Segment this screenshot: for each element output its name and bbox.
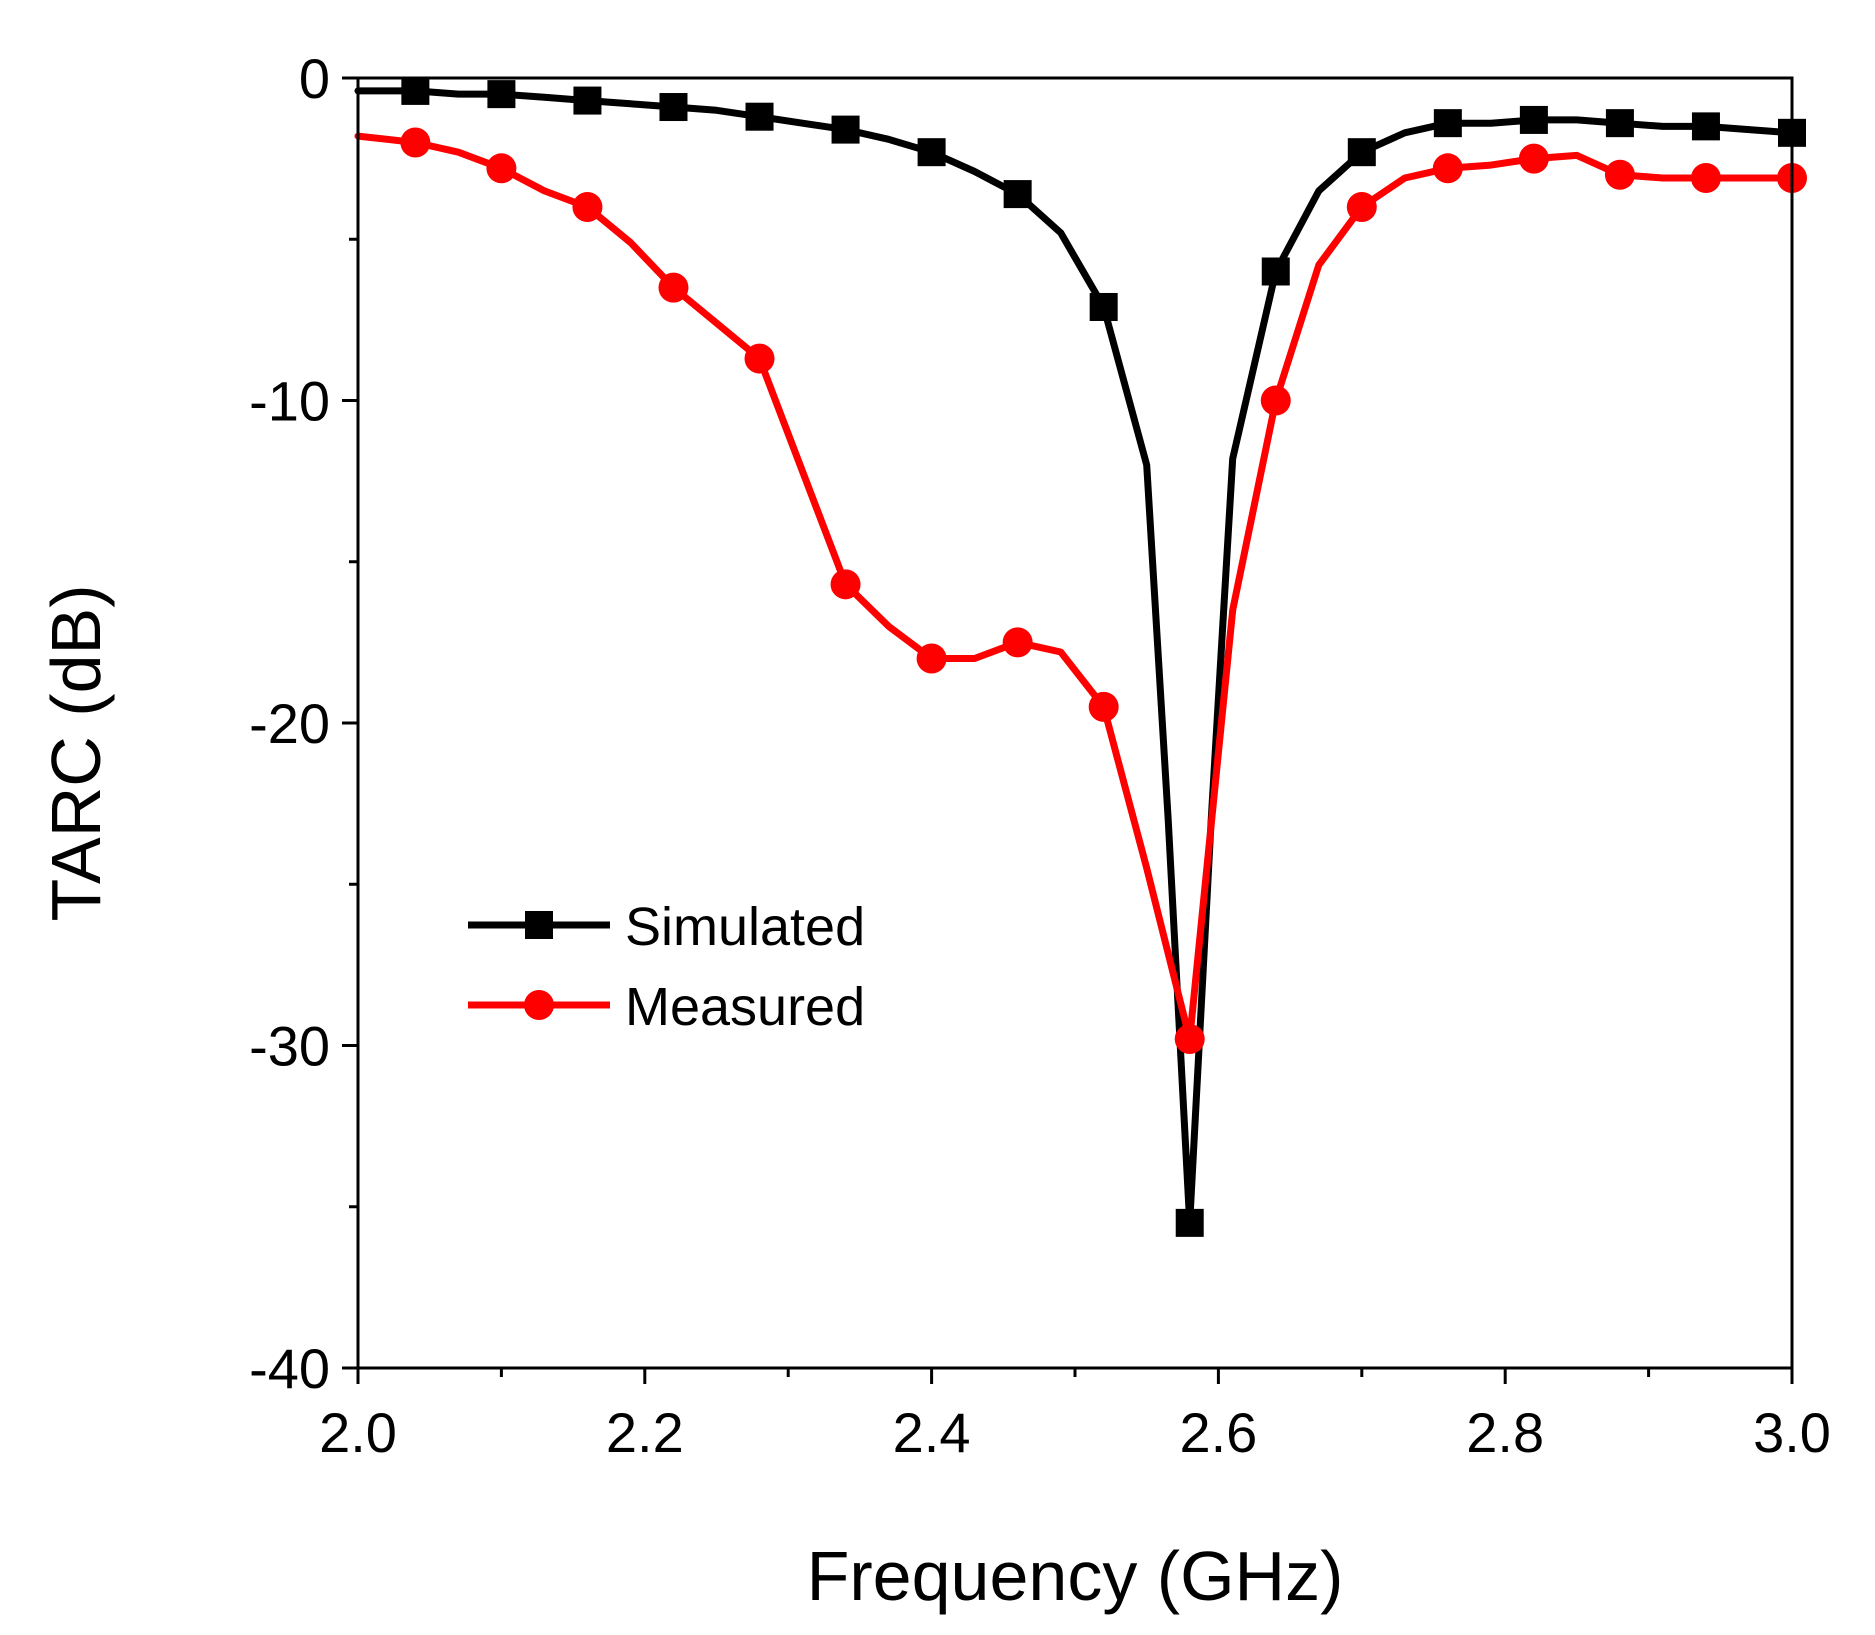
x-tick-label: 2.4 <box>893 1401 971 1464</box>
data-point <box>1088 691 1119 722</box>
data-point <box>1432 153 1463 184</box>
x-tick-label: 2.8 <box>1466 1401 1544 1464</box>
data-point <box>486 153 517 184</box>
x-tick-label: 2.2 <box>606 1401 684 1464</box>
x-tick-label: 3.0 <box>1753 1401 1831 1464</box>
data-point <box>1260 385 1291 416</box>
data-point <box>400 127 431 158</box>
data-point <box>487 80 516 109</box>
data-point <box>1604 159 1635 190</box>
data-point <box>1174 1024 1205 1055</box>
data-point <box>658 272 689 303</box>
legend-item: Measured <box>468 977 865 1037</box>
data-point <box>1691 112 1720 141</box>
data-point <box>831 115 860 144</box>
legend-marker <box>525 911 553 939</box>
data-point <box>1346 192 1377 222</box>
data-point <box>1003 180 1032 209</box>
y-tick-label: -30 <box>249 1015 330 1078</box>
legend: Simulated Measured <box>468 897 865 1037</box>
data-point <box>401 76 430 105</box>
series-layer <box>354 76 1807 1237</box>
data-point <box>659 93 688 122</box>
data-point <box>916 643 947 674</box>
legend-marker <box>524 990 554 1020</box>
y-tick-label: 0 <box>299 47 330 110</box>
data-point <box>1002 627 1033 658</box>
data-point <box>1519 105 1548 134</box>
series-measured <box>354 127 1807 1055</box>
data-point <box>1605 109 1634 138</box>
axis-tick-labels: 2.0 2.2 2.4 2.6 2.8 3.0 -40 -30 -20 -10 0 <box>249 47 1831 1464</box>
legend-label: Simulated <box>625 897 865 957</box>
data-point <box>917 138 946 167</box>
x-axis-label: Frequency (GHz) <box>807 1537 1344 1615</box>
x-tick-label: 2.0 <box>319 1401 397 1464</box>
data-point <box>1690 162 1721 193</box>
legend-label: Measured <box>625 977 865 1037</box>
y-tick-label: -20 <box>249 692 330 755</box>
data-point <box>745 102 774 131</box>
data-point <box>1518 143 1549 174</box>
plot-frame <box>356 76 1794 1370</box>
series-line-measured <box>354 132 1796 1043</box>
data-point <box>1261 257 1290 286</box>
data-point <box>1175 1208 1204 1237</box>
data-point <box>573 86 602 115</box>
data-point <box>1089 292 1118 321</box>
data-point <box>830 569 861 600</box>
data-point <box>1433 109 1462 138</box>
data-point <box>1347 138 1376 167</box>
data-point <box>744 343 775 374</box>
legend-item: Simulated <box>468 897 865 957</box>
data-point <box>572 192 603 222</box>
x-tick-label: 2.6 <box>1179 1401 1257 1464</box>
y-tick-label: -40 <box>249 1337 330 1400</box>
series-simulated <box>354 76 1806 1237</box>
y-tick-label: -10 <box>249 370 330 433</box>
y-axis-label: TARC (dB) <box>37 584 115 921</box>
